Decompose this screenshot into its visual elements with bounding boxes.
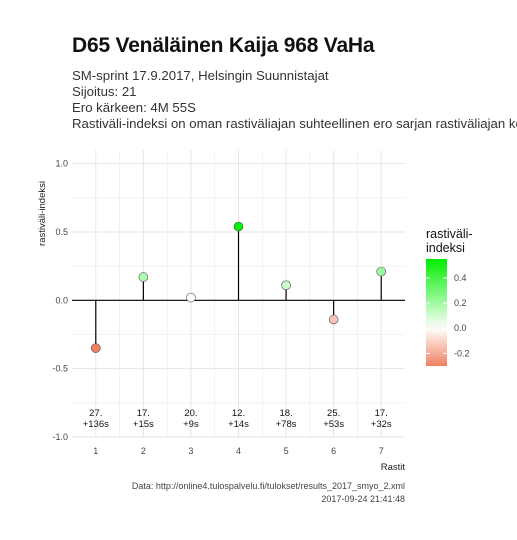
x-tick-label: 1 xyxy=(93,446,98,456)
subtitle-gap-to-leader: Ero kärkeen: 4M 55S xyxy=(72,100,196,115)
data-source: Data: http://online4.tulospalvelu.fi/tul… xyxy=(131,481,405,491)
diff-label: +15s xyxy=(133,419,154,430)
y-tick-label: 0.0 xyxy=(55,295,68,305)
color-legend: rastiväli- indeksi 0.4 0.2 0.0 -0.2 xyxy=(426,227,473,366)
legend-title-line-2: indeksi xyxy=(426,241,465,255)
subtitle-event: SM-sprint 17.9.2017, Helsingin Suunnista… xyxy=(72,68,329,83)
rank-label: 17. xyxy=(137,408,150,419)
rank-label: 18. xyxy=(279,408,292,419)
y-axis-ticks: -1.0 -0.5 0.0 0.5 1.0 xyxy=(52,159,68,442)
legend-tick-label: 0.0 xyxy=(454,323,467,333)
legend-tick-label: -0.2 xyxy=(454,348,470,358)
y-tick-label: -0.5 xyxy=(52,364,68,374)
rank-label: 25. xyxy=(327,408,340,419)
legend-tick-label: 0.2 xyxy=(454,298,467,308)
subtitle-index-description: Rastiväli-indeksi on oman rastiväliajan … xyxy=(72,116,517,131)
data-point xyxy=(90,343,101,353)
diff-label: +53s xyxy=(323,419,344,430)
legend-ticks: 0.4 0.2 0.0 -0.2 xyxy=(426,273,470,358)
data-point xyxy=(233,221,244,232)
x-tick-label: 5 xyxy=(284,446,289,456)
y-tick-label: 0.5 xyxy=(55,227,68,237)
diff-label: +78s xyxy=(276,419,297,430)
diff-label: +9s xyxy=(183,419,199,430)
x-tick-label: 2 xyxy=(141,446,146,456)
data-point xyxy=(376,266,387,277)
rank-label: 20. xyxy=(184,408,197,419)
x-tick-label: 6 xyxy=(331,446,336,456)
y-axis-label: rastiväli-indeksi xyxy=(37,181,48,246)
timestamp: 2017-09-24 21:41:48 xyxy=(321,494,405,504)
data-point xyxy=(138,272,149,282)
chart-title: D65 Venäläinen Kaija 968 VaHa xyxy=(72,34,375,57)
subtitle-placement: Sijoitus: 21 xyxy=(72,84,137,99)
y-tick-label: 1.0 xyxy=(55,159,68,169)
x-tick-label: 3 xyxy=(188,446,193,456)
diff-label: +136s xyxy=(83,419,109,430)
x-axis-ticks: 1 2 3 4 5 6 7 xyxy=(93,446,383,456)
diff-label: +32s xyxy=(371,419,392,430)
data-points xyxy=(90,221,387,353)
cell-labels: 27.+136s17.+15s20.+9s12.+14s18.+78s25.+5… xyxy=(83,408,392,430)
rank-label: 17. xyxy=(375,408,388,419)
x-tick-label: 7 xyxy=(379,446,384,456)
rank-label: 12. xyxy=(232,408,245,419)
data-point xyxy=(328,314,339,325)
rank-label: 27. xyxy=(89,408,102,419)
y-tick-label: -1.0 xyxy=(52,432,68,442)
data-point xyxy=(186,292,196,303)
legend-tick-label: 0.4 xyxy=(454,273,467,283)
x-axis-label: Rastit xyxy=(381,462,406,473)
legend-title-line-1: rastiväli- xyxy=(426,227,473,241)
data-point xyxy=(281,280,291,291)
x-tick-label: 4 xyxy=(236,446,241,456)
legend-colorbar xyxy=(426,259,447,366)
diff-label: +14s xyxy=(228,419,249,430)
